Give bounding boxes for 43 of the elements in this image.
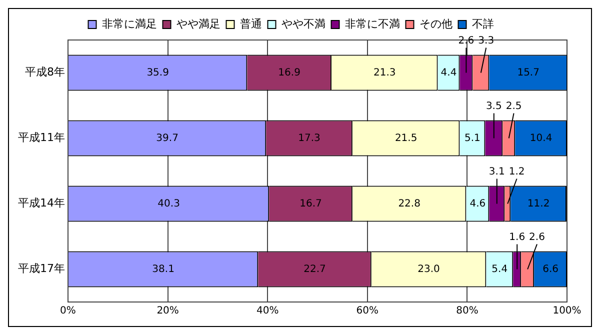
data-label: 11.2 [527,198,550,210]
data-label: 5.1 [464,132,480,144]
x-tick-label: 40% [256,306,279,317]
x-tick-label: 20% [156,306,179,317]
x-tick-label: 100% [552,306,582,317]
y-tick-label: 平成17年 [18,262,65,276]
data-label: 10.4 [530,132,552,144]
data-label: 40.3 [158,198,180,210]
data-label: 4.6 [470,198,486,210]
data-label: 35.9 [146,67,169,78]
legend-label: やや不満 [281,17,326,30]
x-tick-label: 60% [356,306,379,317]
legend-label: 不詳 [472,17,494,30]
data-label: 2.6 [529,232,545,243]
y-tick-label: 平成11年 [18,131,65,144]
data-label: 21.5 [394,132,418,144]
data-label: 23.0 [418,264,440,275]
y-tick-label: 平成8年 [24,66,65,79]
legend-label: 非常に不満 [344,17,400,30]
data-label: 38.1 [152,264,174,275]
data-label: 15.7 [517,67,540,78]
data-label: 3.5 [486,100,502,112]
legend-label: その他 [419,17,452,30]
data-label: 17.3 [298,132,320,144]
data-label: 5.4 [492,264,508,275]
y-tick-label: 平成14年 [18,196,65,210]
data-label: 1.2 [508,166,525,178]
legend-label: やや満足 [176,17,220,30]
data-label: 39.7 [156,132,178,144]
data-label: 22.7 [304,264,326,275]
data-label: 4.4 [440,67,457,78]
legend-label: 普通 [240,17,262,30]
data-label: 3.1 [488,166,505,178]
data-label: 1.6 [509,232,526,243]
legend-label: 非常に満足 [102,17,157,30]
data-label: 22.8 [398,198,420,210]
data-label: 16.7 [300,198,322,210]
x-tick-label: 0% [60,306,76,317]
data-label: 21.3 [373,67,396,78]
data-label: 6.6 [542,264,558,275]
data-label: 16.9 [278,67,300,78]
data-label: 2.5 [506,100,522,112]
x-tick-label: 80% [456,306,478,317]
